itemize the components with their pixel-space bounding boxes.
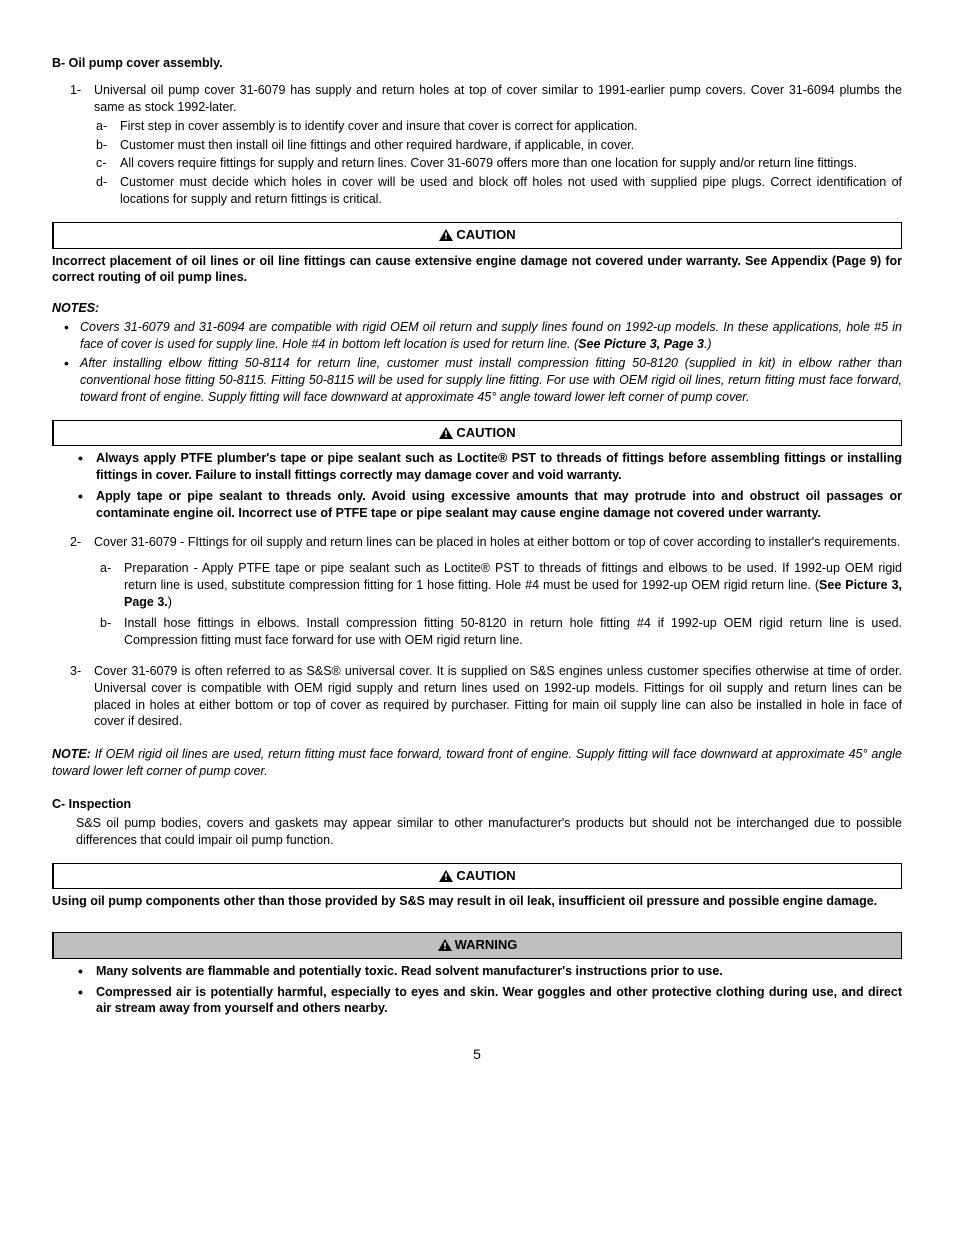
- note-1-a: Covers 31-6079 and 31-6094 are compatibl…: [80, 320, 902, 351]
- b1-b: b-Customer must then install oil line fi…: [120, 137, 902, 154]
- warning-item-2: Compressed air is potentially harmful, e…: [82, 984, 902, 1018]
- caution-label-2: CAUTION: [456, 425, 515, 440]
- item-b1: 1-Universal oil pump cover 31-6079 has s…: [94, 82, 902, 208]
- b3-text: Cover 31-6079 is often referred to as S&…: [94, 664, 902, 729]
- b2-a: a-Preparation - Apply PTFE tape or pipe …: [124, 560, 902, 611]
- caution-2-list: Always apply PTFE plumber's tape or pipe…: [52, 450, 902, 522]
- list-b2-b3: 2-Cover 31-6079 - FIttings for oil suppl…: [52, 534, 902, 731]
- marker-b1: 1-: [70, 82, 94, 99]
- caution-2-item-1: Always apply PTFE plumber's tape or pipe…: [82, 450, 902, 484]
- section-c-body: S&S oil pump bodies, covers and gaskets …: [52, 815, 902, 849]
- caution-3-text: Using oil pump components other than tho…: [52, 893, 902, 910]
- b1-c-text: All covers require fittings for supply a…: [120, 156, 857, 170]
- note-1: Covers 31-6079 and 31-6094 are compatibl…: [68, 319, 902, 353]
- section-c: C- Inspection S&S oil pump bodies, cover…: [52, 796, 902, 849]
- warning-list: Many solvents are flammable and potentia…: [52, 963, 902, 1018]
- warning-icon: [439, 426, 453, 444]
- caution-1-text: Incorrect placement of oil lines or oil …: [52, 253, 902, 287]
- warning-box: WARNING: [52, 932, 902, 959]
- note-inline: NOTE: If OEM rigid oil lines are used, r…: [52, 746, 902, 780]
- note-inline-label: NOTE:: [52, 747, 91, 761]
- item-b3: 3-Cover 31-6079 is often referred to as …: [94, 663, 902, 731]
- b1-d-marker: d-: [96, 174, 120, 191]
- b1-c-marker: c-: [96, 155, 120, 172]
- b2-b-text: Install hose fittings in elbows. Install…: [124, 616, 902, 647]
- caution-2-item-2: Apply tape or pipe sealant to threads on…: [82, 488, 902, 522]
- notes-label: NOTES:: [52, 300, 902, 317]
- b3-marker: 3-: [70, 663, 94, 680]
- b1-c: c-All covers require fittings for supply…: [120, 155, 902, 172]
- warning-icon: [438, 938, 452, 956]
- text-b1: Universal oil pump cover 31-6079 has sup…: [94, 83, 902, 114]
- section-b-heading: B- Oil pump cover assembly.: [52, 55, 902, 72]
- b1-a: a-First step in cover assembly is to ide…: [120, 118, 902, 135]
- note-1-ref: See Picture 3, Page 3: [578, 337, 704, 351]
- note-inline-text: If OEM rigid oil lines are used, return …: [52, 747, 902, 778]
- list-b1: 1-Universal oil pump cover 31-6079 has s…: [52, 82, 902, 208]
- note-1-c: .): [704, 337, 712, 351]
- b2-marker: 2-: [70, 534, 94, 551]
- page-number: 5: [52, 1045, 902, 1064]
- notes-list: Covers 31-6079 and 31-6094 are compatibl…: [52, 319, 902, 405]
- b2-b: b-Install hose fittings in elbows. Insta…: [124, 615, 902, 649]
- warning-item-1: Many solvents are flammable and potentia…: [82, 963, 902, 980]
- b1-b-marker: b-: [96, 137, 120, 154]
- warning-icon: [439, 228, 453, 246]
- section-c-heading: C- Inspection: [52, 796, 902, 813]
- b2-a-text1: Preparation - Apply PTFE tape or pipe se…: [124, 561, 902, 592]
- b2-a-marker: a-: [100, 560, 124, 577]
- caution-box-1: CAUTION: [52, 222, 902, 249]
- caution-box-3: CAUTION: [52, 863, 902, 890]
- b2-text: Cover 31-6079 - FIttings for oil supply …: [94, 535, 900, 549]
- note-2: After installing elbow fitting 50-8114 f…: [68, 355, 902, 406]
- b2-b-marker: b-: [100, 615, 124, 632]
- b2-a-text2: ): [168, 595, 172, 609]
- b1-d: d-Customer must decide which holes in co…: [120, 174, 902, 208]
- caution-label-1: CAUTION: [456, 227, 515, 242]
- warning-label: WARNING: [455, 937, 518, 952]
- b2-alpha-list: a-Preparation - Apply PTFE tape or pipe …: [94, 560, 902, 648]
- item-b2: 2-Cover 31-6079 - FIttings for oil suppl…: [94, 534, 902, 649]
- caution-label-3: CAUTION: [456, 868, 515, 883]
- alpha-list-b1: a-First step in cover assembly is to ide…: [94, 118, 902, 208]
- b1-a-text: First step in cover assembly is to ident…: [120, 119, 638, 133]
- b1-a-marker: a-: [96, 118, 120, 135]
- b1-d-text: Customer must decide which holes in cove…: [120, 175, 902, 206]
- b1-b-text: Customer must then install oil line fitt…: [120, 138, 634, 152]
- caution-box-2: CAUTION: [52, 420, 902, 447]
- warning-icon: [439, 869, 453, 887]
